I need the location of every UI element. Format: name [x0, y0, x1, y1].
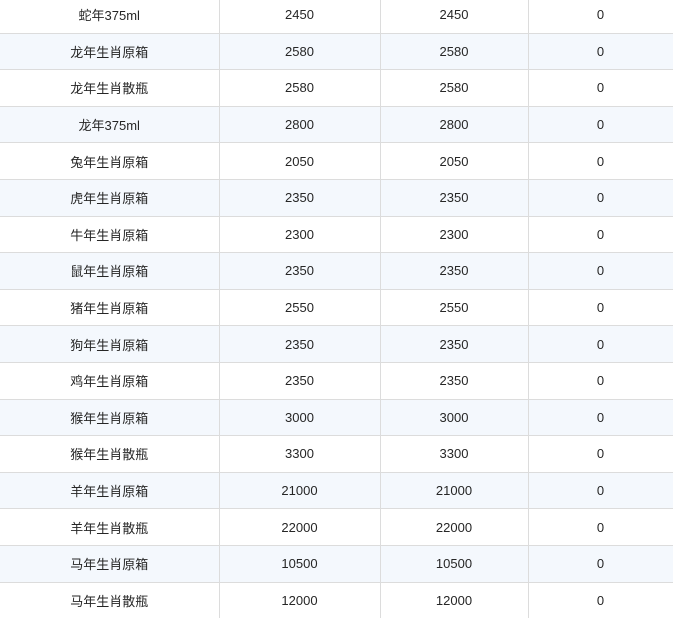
product-name-cell: 猴年生肖散瓶 — [0, 435, 220, 473]
table-row: 龙年375ml 2800 2800 0 — [0, 105, 673, 143]
product-name-cell: 蛇年375ml — [0, 0, 220, 34]
count-cell: 0 — [528, 435, 673, 473]
price-cell-2: 2050 — [380, 142, 529, 180]
product-name-cell: 龙年375ml — [0, 105, 220, 143]
price-cell-1: 2800 — [219, 105, 381, 143]
table-row: 龙年生肖原箱 2580 2580 0 — [0, 32, 673, 70]
table-row: 狗年生肖原箱 2350 2350 0 — [0, 325, 673, 363]
price-cell-2: 2450 — [380, 0, 529, 34]
count-cell: 0 — [528, 105, 673, 143]
count-cell: 0 — [528, 325, 673, 363]
price-cell-2: 12000 — [380, 581, 529, 619]
count-cell: 0 — [528, 361, 673, 400]
price-cell-1: 2350 — [219, 178, 381, 217]
product-name-cell: 猪年生肖原箱 — [0, 288, 220, 326]
product-name-cell: 鼠年生肖原箱 — [0, 252, 220, 290]
table-row: 猴年生肖原箱 3000 3000 0 — [0, 398, 673, 436]
price-cell-2: 2800 — [380, 105, 529, 143]
price-cell-1: 22000 — [219, 508, 381, 546]
product-name-cell: 龙年生肖原箱 — [0, 32, 220, 70]
price-cell-1: 3300 — [219, 435, 381, 473]
price-cell-1: 2350 — [219, 325, 381, 363]
product-name-cell: 羊年生肖原箱 — [0, 471, 220, 509]
price-cell-2: 3300 — [380, 435, 529, 473]
price-cell-2: 3000 — [380, 398, 529, 436]
price-cell-2: 2580 — [380, 69, 529, 107]
count-cell: 0 — [528, 142, 673, 180]
price-cell-2: 10500 — [380, 544, 529, 582]
table-row: 马年生肖原箱 10500 10500 0 — [0, 544, 673, 582]
price-cell-1: 2580 — [219, 32, 381, 70]
count-cell: 0 — [528, 215, 673, 253]
table-row: 虎年生肖原箱 2350 2350 0 — [0, 178, 673, 217]
price-cell-1: 2450 — [219, 0, 381, 34]
table-row: 鸡年生肖原箱 2350 2350 0 — [0, 361, 673, 400]
count-cell: 0 — [528, 398, 673, 436]
count-cell: 0 — [528, 32, 673, 70]
price-cell-2: 2350 — [380, 178, 529, 217]
count-cell: 0 — [528, 0, 673, 34]
product-name-cell: 羊年生肖散瓶 — [0, 508, 220, 546]
price-cell-1: 21000 — [219, 471, 381, 509]
count-cell: 0 — [528, 544, 673, 582]
price-cell-1: 12000 — [219, 581, 381, 619]
price-cell-2: 2550 — [380, 288, 529, 326]
price-cell-1: 2300 — [219, 215, 381, 253]
table-row: 龙年生肖散瓶 2580 2580 0 — [0, 69, 673, 107]
price-cell-2: 2350 — [380, 325, 529, 363]
price-cell-2: 21000 — [380, 471, 529, 509]
count-cell: 0 — [528, 508, 673, 546]
product-name-cell: 鸡年生肖原箱 — [0, 361, 220, 400]
count-cell: 0 — [528, 471, 673, 509]
price-cell-2: 2300 — [380, 215, 529, 253]
product-name-cell: 牛年生肖原箱 — [0, 215, 220, 253]
product-name-cell: 龙年生肖散瓶 — [0, 69, 220, 107]
table-row: 牛年生肖原箱 2300 2300 0 — [0, 215, 673, 253]
product-name-cell: 狗年生肖原箱 — [0, 325, 220, 363]
table-row: 羊年生肖散瓶 22000 22000 0 — [0, 508, 673, 546]
price-cell-2: 2580 — [380, 32, 529, 70]
price-cell-2: 2350 — [380, 361, 529, 400]
price-cell-1: 2050 — [219, 142, 381, 180]
count-cell: 0 — [528, 581, 673, 619]
product-name-cell: 马年生肖原箱 — [0, 544, 220, 582]
count-cell: 0 — [528, 178, 673, 217]
table-row: 羊年生肖原箱 21000 21000 0 — [0, 471, 673, 509]
product-name-cell: 马年生肖散瓶 — [0, 581, 220, 619]
price-cell-1: 3000 — [219, 398, 381, 436]
price-cell-2: 22000 — [380, 508, 529, 546]
product-name-cell: 虎年生肖原箱 — [0, 178, 220, 217]
table-row: 猪年生肖原箱 2550 2550 0 — [0, 288, 673, 326]
price-cell-1: 2550 — [219, 288, 381, 326]
product-name-cell: 兔年生肖原箱 — [0, 142, 220, 180]
table-row: 马年生肖散瓶 12000 12000 0 — [0, 581, 673, 619]
count-cell: 0 — [528, 69, 673, 107]
price-cell-1: 2580 — [219, 69, 381, 107]
price-cell-2: 2350 — [380, 252, 529, 290]
count-cell: 0 — [528, 288, 673, 326]
table-row: 鼠年生肖原箱 2350 2350 0 — [0, 252, 673, 290]
price-cell-1: 2350 — [219, 361, 381, 400]
table-row: 蛇年375ml 2450 2450 0 — [0, 0, 673, 34]
price-cell-1: 10500 — [219, 544, 381, 582]
table-row: 猴年生肖散瓶 3300 3300 0 — [0, 435, 673, 473]
price-cell-1: 2350 — [219, 252, 381, 290]
table-row: 兔年生肖原箱 2050 2050 0 — [0, 142, 673, 180]
product-name-cell: 猴年生肖原箱 — [0, 398, 220, 436]
count-cell: 0 — [528, 252, 673, 290]
